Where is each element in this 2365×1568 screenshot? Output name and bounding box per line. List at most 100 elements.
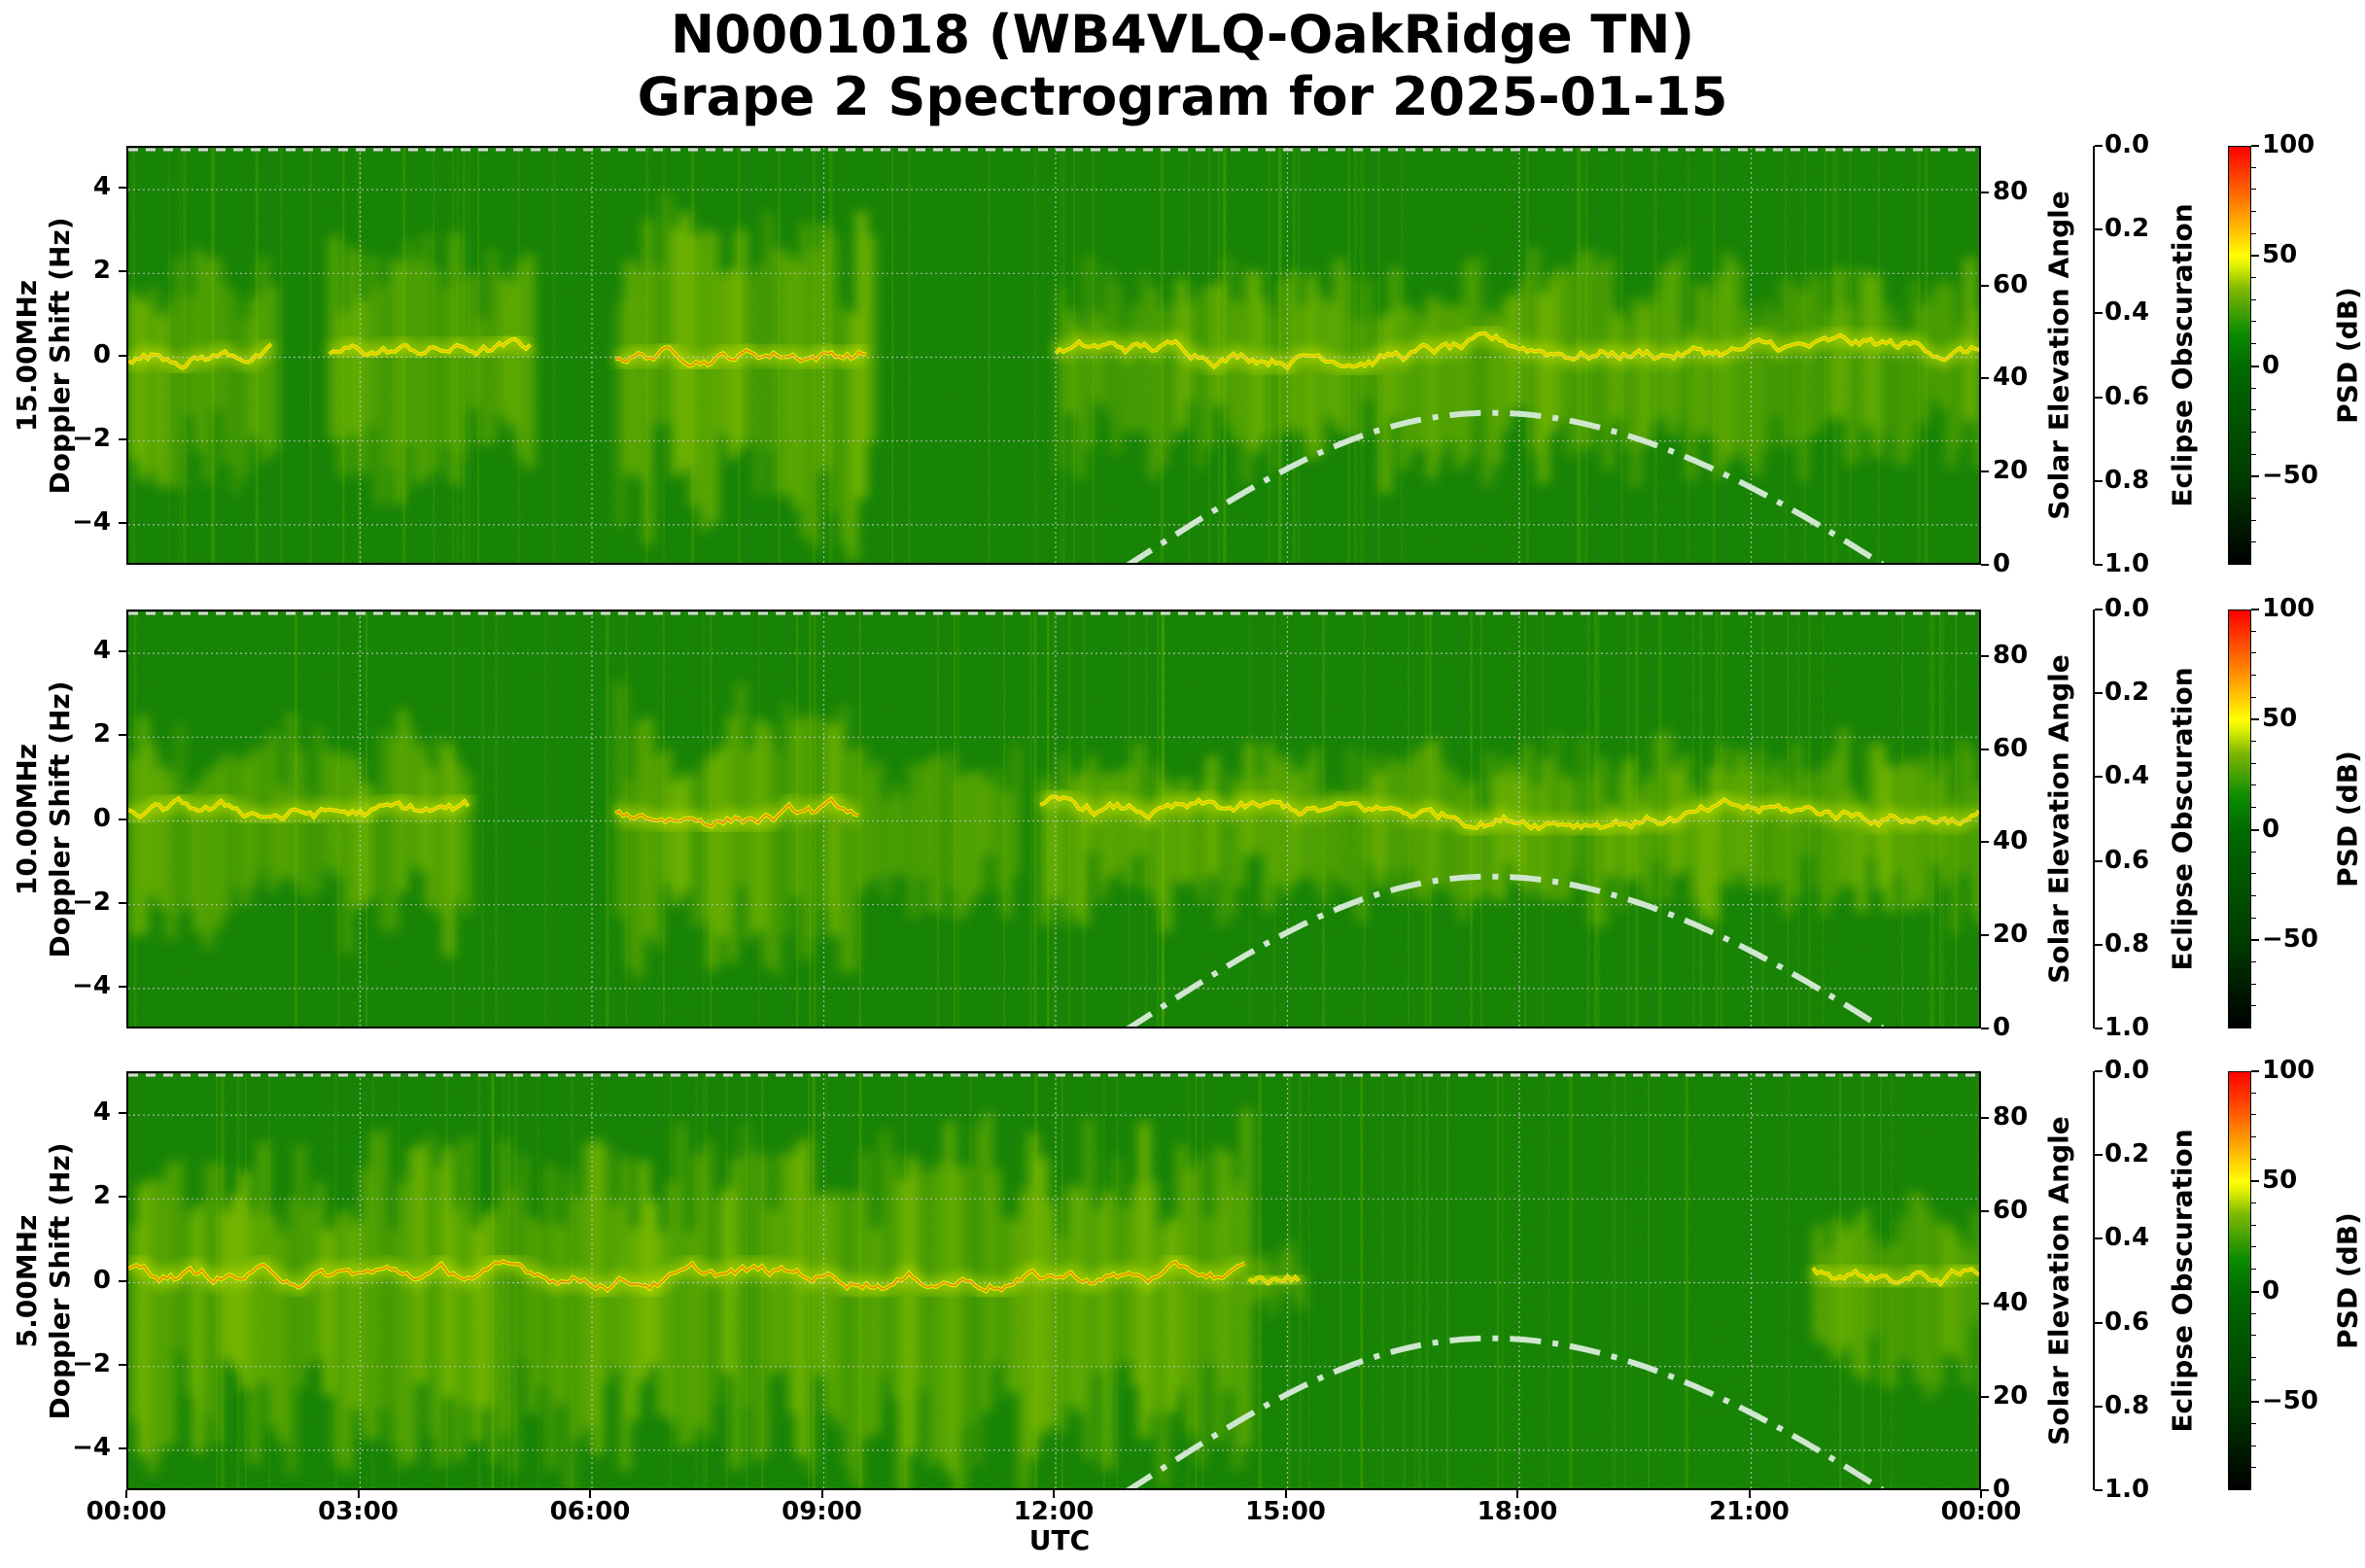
y-tick-mark: [119, 1279, 126, 1282]
x-tick-mark: [1748, 1490, 1751, 1498]
cbar-minor-tick: [2251, 675, 2256, 677]
y-tick-label: 4: [92, 1098, 111, 1128]
solar-tick-mark: [1981, 654, 1989, 657]
cbar-minor-tick: [2251, 917, 2256, 919]
eclipse-tick-label: 0.8: [2104, 928, 2150, 958]
panel-5mhz: 4 2 0 −2 −4 5.00MHz Doppler Shift (Hz) 80 60 40 20…: [0, 1056, 2365, 1504]
y-tick-label: 0: [92, 339, 111, 369]
cbar-tick-label: 50: [2262, 240, 2298, 270]
cbar-tick-label: 0: [2262, 814, 2280, 844]
solar-elevation-label: Solar Elevation Angle: [2042, 1115, 2075, 1446]
cbar-minor-tick: [2251, 1335, 2256, 1337]
solar-tick-mark: [1981, 934, 1989, 937]
cbar-minor-tick: [2251, 497, 2256, 499]
x-tick-label: 00:00: [1940, 1497, 2022, 1526]
eclipse-tick-mark: [2095, 145, 2103, 147]
spectrogram-image: [128, 1073, 1979, 1488]
cbar-tick-mark: [2251, 1290, 2259, 1293]
eclipse-obscuration-label: Eclipse Obscuration: [2166, 202, 2199, 507]
y-tick-mark: [119, 187, 126, 190]
frequency-label: 10.00MHz: [11, 743, 43, 895]
psd-colorbar: [2228, 1071, 2251, 1490]
solar-elevation-curve: [1126, 409, 1885, 563]
eclipse-axis-spine: [2093, 1071, 2095, 1490]
doppler-label: Doppler Shift (Hz): [44, 216, 76, 495]
eclipse-tick-mark: [2095, 312, 2103, 315]
eclipse-tick-mark: [2095, 564, 2103, 566]
cbar-minor-tick: [2251, 762, 2256, 764]
y-tick-mark: [119, 985, 126, 988]
eclipse-obscuration-label: Eclipse Obscuration: [2166, 1128, 2199, 1433]
psd-label: PSD (dB): [2331, 749, 2364, 888]
cbar-tick-mark: [2251, 1180, 2259, 1183]
panel-10mhz: 4 2 0 −2 −4 10.00MHz Doppler Shift (Hz) 80 60 40 2…: [0, 594, 2365, 1042]
psd-label: PSD (dB): [2331, 1211, 2364, 1349]
psd-colorbar: [2228, 610, 2251, 1028]
solar-tick-mark: [1981, 1303, 1989, 1306]
x-tick-label: 18:00: [1477, 1497, 1558, 1526]
cbar-minor-tick: [2251, 541, 2256, 543]
y-tick-label: −4: [72, 506, 111, 537]
eclipse-tick-label: 0.0: [2104, 1056, 2150, 1085]
cbar-minor-tick: [2251, 519, 2256, 521]
solar-tick-mark: [1981, 1116, 1989, 1119]
cbar-tick-label: −50: [2262, 1386, 2318, 1416]
eclipse-axis-spine: [2093, 146, 2095, 565]
solar-tick-label: 60: [1993, 269, 2029, 299]
solar-elevation-label: Solar Elevation Angle: [2042, 190, 2075, 520]
x-tick-mark: [820, 1490, 823, 1498]
eclipse-obscuration-label: Eclipse Obscuration: [2166, 666, 2199, 971]
eclipse-tick-label: 0.8: [2104, 465, 2150, 495]
x-tick-label: 12:00: [1013, 1497, 1095, 1526]
y-axis-label: 5.00MHz Doppler Shift (Hz): [11, 1087, 77, 1476]
eclipse-tick-label: 0.8: [2104, 1390, 2150, 1420]
eclipse-tick-mark: [2095, 859, 2103, 862]
cbar-minor-tick: [2251, 321, 2256, 323]
cbar-tick-mark: [2251, 1070, 2259, 1072]
cbar-minor-tick: [2251, 960, 2256, 962]
y-tick-mark: [119, 818, 126, 820]
y-tick-mark: [119, 1112, 126, 1115]
eclipse-tick-mark: [2095, 1321, 2103, 1324]
solar-elevation-curve: [1126, 1335, 1885, 1488]
solar-tick-label: 0: [1993, 1013, 2011, 1042]
cbar-minor-tick: [2251, 1136, 2256, 1138]
cbar-minor-tick: [2251, 851, 2256, 853]
solar-tick-label: 80: [1993, 640, 2029, 670]
eclipse-tick-label: 0.6: [2104, 381, 2150, 411]
y-tick-mark: [119, 901, 126, 904]
x-tick-label: 15:00: [1245, 1497, 1326, 1526]
cbar-minor-tick: [2251, 387, 2256, 389]
cbar-tick-label: 100: [2262, 594, 2315, 623]
eclipse-tick-mark: [2095, 692, 2103, 695]
cbar-tick-label: 50: [2262, 704, 2298, 734]
y-axis-label: 10.00MHz Doppler Shift (Hz): [11, 625, 77, 1014]
cbar-minor-tick: [2251, 1269, 2256, 1271]
y-tick-label: 2: [92, 1181, 111, 1211]
cbar-tick-label: 0: [2262, 1275, 2280, 1306]
cbar-minor-tick: [2251, 277, 2256, 279]
y-tick-mark: [119, 1196, 126, 1199]
cbar-tick-mark: [2251, 1401, 2259, 1404]
y-tick-label: 2: [92, 256, 111, 286]
doppler-label: Doppler Shift (Hz): [44, 679, 76, 958]
eclipse-tick-mark: [2095, 479, 2103, 482]
panel-15mhz: 4 2 0 −2 −4 15.00MHz Doppler Shift (Hz) 80 60 40 2…: [0, 130, 2365, 578]
solar-elevation-label: Solar Elevation Angle: [2042, 653, 2075, 984]
cbar-minor-tick: [2251, 1202, 2256, 1204]
eclipse-tick-label: 0.2: [2104, 214, 2150, 244]
solar-tick-label: 20: [1993, 1381, 2029, 1411]
x-tick-mark: [1516, 1490, 1518, 1498]
cbar-minor-tick: [2251, 1378, 2256, 1380]
y-tick-mark: [119, 521, 126, 524]
frequency-label: 15.00MHz: [11, 279, 43, 432]
solar-tick-label: 80: [1993, 1101, 2029, 1132]
eclipse-tick-label: 0.4: [2104, 1223, 2150, 1253]
cbar-minor-tick: [2251, 652, 2256, 654]
cbar-tick-label: 0: [2262, 350, 2280, 380]
x-tick-mark: [357, 1490, 360, 1498]
y-tick-label: 2: [92, 719, 111, 749]
solar-tick-mark: [1981, 1028, 1989, 1029]
chart-title-line2: Grape 2 Spectrogram for 2025-01-15: [637, 66, 1728, 127]
cbar-tick-mark: [2251, 828, 2259, 831]
